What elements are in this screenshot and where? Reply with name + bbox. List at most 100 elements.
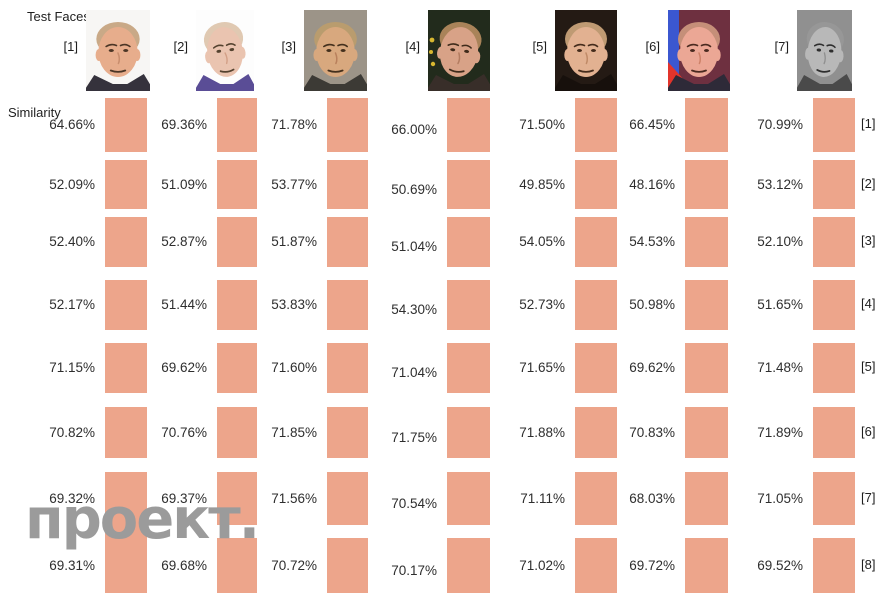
- similarity-value: 49.85%: [519, 177, 565, 192]
- similarity-value: 70.99%: [757, 117, 803, 132]
- similarity-value: 71.05%: [757, 491, 803, 506]
- similarity-value: 54.53%: [629, 234, 675, 249]
- row-index-label: [2]: [861, 176, 876, 191]
- redacted-face-box: [813, 343, 855, 393]
- row-index-label: [1]: [861, 116, 876, 131]
- similarity-value: 51.04%: [391, 239, 437, 254]
- similarity-value: 69.37%: [161, 491, 207, 506]
- row-index-label: [5]: [861, 359, 876, 374]
- test-faces-title: Test Faces: [27, 9, 90, 24]
- redacted-face-box: [327, 98, 368, 152]
- redacted-face-box: [327, 217, 368, 267]
- redacted-face-box: [327, 280, 368, 330]
- similarity-value: 69.62%: [161, 360, 207, 375]
- similarity-value: 69.52%: [757, 558, 803, 573]
- redacted-face-box: [105, 160, 147, 209]
- similarity-value: 53.83%: [271, 297, 317, 312]
- redacted-face-box: [685, 98, 728, 152]
- redacted-face-box: [813, 98, 855, 152]
- similarity-value: 70.83%: [629, 425, 675, 440]
- similarity-value: 51.87%: [271, 234, 317, 249]
- similarity-value: 69.72%: [629, 558, 675, 573]
- face-index-label: [1]: [63, 39, 78, 54]
- redacted-face-box: [217, 98, 257, 152]
- redacted-face-box: [447, 472, 490, 525]
- similarity-value: 52.10%: [757, 234, 803, 249]
- redacted-face-box: [813, 217, 855, 267]
- similarity-value: 66.00%: [391, 122, 437, 137]
- redacted-face-box: [105, 407, 147, 458]
- similarity-value: 69.36%: [161, 117, 207, 132]
- test-face-image-5: [555, 10, 617, 91]
- test-face-image-1: [86, 10, 150, 91]
- row-index-label: [3]: [861, 233, 876, 248]
- similarity-value: 51.65%: [757, 297, 803, 312]
- test-face-image-6: [668, 10, 730, 91]
- similarity-value: 50.69%: [391, 182, 437, 197]
- face-index-label: [6]: [645, 39, 660, 54]
- similarity-value: 71.02%: [519, 558, 565, 573]
- similarity-value: 53.77%: [271, 177, 317, 192]
- row-index-label: [6]: [861, 424, 876, 439]
- similarity-value: 54.30%: [391, 302, 437, 317]
- test-face-image-7: [797, 10, 852, 91]
- similarity-value: 68.03%: [629, 491, 675, 506]
- similarity-value: 52.17%: [49, 297, 95, 312]
- redacted-face-box: [447, 280, 490, 330]
- redacted-face-box: [217, 217, 257, 267]
- similarity-value: 53.12%: [757, 177, 803, 192]
- redacted-face-box: [813, 407, 855, 458]
- redacted-face-box: [105, 280, 147, 330]
- similarity-value: 51.44%: [161, 297, 207, 312]
- redacted-face-box: [575, 343, 617, 393]
- redacted-face-box: [575, 472, 617, 525]
- test-face-image-3: [304, 10, 367, 91]
- redacted-face-box: [447, 538, 490, 593]
- row-index-label: [4]: [861, 296, 876, 311]
- similarity-value: 70.17%: [391, 563, 437, 578]
- similarity-value: 54.05%: [519, 234, 565, 249]
- similarity-value: 71.60%: [271, 360, 317, 375]
- similarity-value: 71.48%: [757, 360, 803, 375]
- similarity-value: 52.40%: [49, 234, 95, 249]
- similarity-value: 71.89%: [757, 425, 803, 440]
- redacted-face-box: [685, 217, 728, 267]
- similarity-value: 71.88%: [519, 425, 565, 440]
- similarity-value: 71.50%: [519, 117, 565, 132]
- redacted-face-box: [685, 160, 728, 209]
- similarity-value: 64.66%: [49, 117, 95, 132]
- similarity-axis-label: Similarity: [8, 105, 61, 120]
- row-index-label: [7]: [861, 490, 876, 505]
- redacted-face-box: [105, 343, 147, 393]
- redacted-face-box: [447, 407, 490, 458]
- similarity-value: 71.78%: [271, 117, 317, 132]
- similarity-value: 71.04%: [391, 365, 437, 380]
- similarity-value: 51.09%: [161, 177, 207, 192]
- similarity-value: 70.72%: [271, 558, 317, 573]
- similarity-value: 71.15%: [49, 360, 95, 375]
- redacted-face-box: [813, 538, 855, 593]
- test-face-image-2: [196, 10, 254, 91]
- redacted-face-box: [327, 343, 368, 393]
- similarity-value: 71.11%: [520, 491, 565, 506]
- redacted-face-box: [327, 538, 368, 593]
- redacted-face-box: [575, 217, 617, 267]
- face-index-label: [5]: [532, 39, 547, 54]
- similarity-value: 66.45%: [629, 117, 675, 132]
- similarity-value: 52.09%: [49, 177, 95, 192]
- similarity-value: 71.65%: [519, 360, 565, 375]
- similarity-value: 52.73%: [519, 297, 565, 312]
- redacted-face-box: [575, 280, 617, 330]
- face-index-label: [7]: [774, 39, 789, 54]
- redacted-face-box: [447, 217, 490, 267]
- similarity-value: 50.98%: [629, 297, 675, 312]
- similarity-value: 69.31%: [49, 558, 95, 573]
- similarity-value: 70.54%: [391, 496, 437, 511]
- test-face-image-4: [428, 10, 490, 91]
- redacted-face-box: [575, 98, 617, 152]
- redacted-face-box: [217, 538, 257, 593]
- redacted-face-box: [327, 160, 368, 209]
- redacted-face-box: [575, 407, 617, 458]
- watermark-text: проект.: [25, 487, 260, 552]
- redacted-face-box: [105, 217, 147, 267]
